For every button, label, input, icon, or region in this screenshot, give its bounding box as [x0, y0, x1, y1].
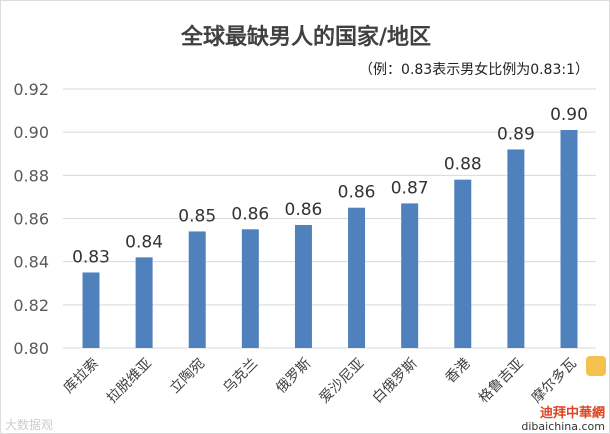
data-label: 0.86 [285, 200, 323, 220]
x-tick-label: 乌克兰 [220, 356, 261, 397]
site-logo [586, 356, 606, 376]
y-tick-label: 0.82 [13, 296, 49, 315]
x-tick-label: 拉脱维亚 [104, 356, 155, 407]
x-tick-label: 白俄罗斯 [370, 356, 421, 407]
data-label: 0.89 [497, 124, 535, 144]
bar [401, 203, 419, 348]
bar [82, 272, 100, 348]
data-label: 0.85 [178, 206, 216, 226]
watermark-right-site: dibaichina.com [521, 420, 605, 433]
x-tick-label: 立陶宛 [167, 356, 208, 397]
bar [241, 229, 259, 348]
data-label: 0.83 [72, 247, 110, 267]
data-label: 0.90 [550, 105, 588, 125]
y-tick-label: 0.86 [13, 210, 49, 229]
y-tick-label: 0.84 [13, 253, 49, 272]
bar [188, 231, 206, 348]
y-tick-label: 0.92 [13, 80, 49, 99]
x-tick-label: 香港 [442, 356, 473, 387]
bar [348, 207, 366, 348]
y-tick-label: 0.80 [13, 339, 49, 358]
y-tick-label: 0.90 [13, 123, 49, 142]
watermark-left: 大数据观 [5, 418, 54, 432]
watermark-right-cn: 迪拜中華網 [539, 406, 605, 421]
data-label: 0.84 [125, 232, 163, 252]
chart-title: 全球最缺男人的国家/地区 [180, 25, 432, 50]
data-label: 0.86 [338, 183, 376, 203]
bar [135, 257, 153, 348]
bar [560, 130, 578, 348]
y-tick-label: 0.88 [13, 166, 49, 185]
chart-subtitle: （例：0.83表示男女比例为0.83:1） [359, 62, 589, 78]
data-label: 0.86 [231, 204, 269, 224]
data-label: 0.88 [444, 155, 482, 175]
bar [294, 224, 312, 348]
x-tick-label: 摩尔多瓦 [528, 355, 580, 407]
bar [454, 179, 472, 348]
x-tick-label: 格鲁吉亚 [476, 356, 527, 407]
x-tick-label: 库拉索 [60, 355, 102, 397]
data-label: 0.87 [391, 178, 429, 198]
x-tick-label: 爱沙尼亚 [316, 356, 367, 407]
bar [507, 149, 525, 348]
x-tick-label: 俄罗斯 [273, 356, 314, 397]
